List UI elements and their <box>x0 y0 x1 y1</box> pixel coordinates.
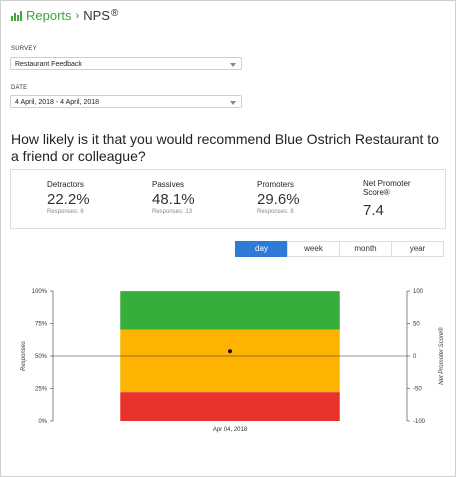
stats-panel: Detractors 22.2% Responses: 6 Passives 4… <box>10 169 446 229</box>
date-label: DATE <box>11 85 28 91</box>
y-axis-title: Responses <box>21 341 27 371</box>
bar-chart-icon <box>11 10 22 21</box>
y2-tick-label: -50 <box>413 387 422 393</box>
stat-detractors: Detractors 22.2% Responses: 6 <box>47 180 90 215</box>
chevron-down-icon <box>230 101 236 105</box>
stat-label: Net Promoter Score® <box>363 179 411 197</box>
period-day-button[interactable]: day <box>235 241 288 257</box>
survey-select-value: Restaurant Feedback <box>15 61 82 68</box>
nps-point <box>228 349 232 354</box>
stat-passives: Passives 48.1% Responses: 13 <box>152 180 195 215</box>
y2-tick-label: 100 <box>413 289 424 295</box>
x-tick-label: Apr 04, 2018 <box>213 427 248 433</box>
y-tick-label: 0% <box>38 419 47 425</box>
stat-label: Passives <box>152 180 185 189</box>
period-month-button[interactable]: month <box>339 241 392 257</box>
period-toggle: day week month year <box>235 241 444 257</box>
y2-axis-title: Net Promoter Score® <box>438 327 445 385</box>
page-title: NPS <box>83 8 110 23</box>
survey-question: How likely is it that you would recommen… <box>11 131 439 164</box>
y-tick-label: 75% <box>35 322 48 328</box>
stat-responses: Responses: 8 <box>257 209 294 215</box>
breadcrumb-reports-link[interactable]: Reports <box>26 8 72 23</box>
survey-label: SURVEY <box>11 46 37 52</box>
stat-promoters: Promoters 29.6% Responses: 8 <box>257 180 300 215</box>
period-week-button[interactable]: week <box>287 241 340 257</box>
stat-value: 7.4 <box>363 202 384 219</box>
bar-segment-passives <box>120 329 340 393</box>
stat-label: Promoters <box>257 180 294 189</box>
y-tick-label: 50% <box>35 354 48 360</box>
y-tick-label: 25% <box>35 387 48 393</box>
stat-value: 48.1% <box>152 191 195 208</box>
stat-value: 22.2% <box>47 191 90 208</box>
date-select[interactable]: 4 April, 2018 - 4 April, 2018 <box>10 95 242 108</box>
y2-tick-label: 0 <box>413 354 417 360</box>
y-tick-label: 100% <box>32 289 48 295</box>
stat-nps: Net Promoter Score® 7.4 <box>363 179 433 219</box>
y2-tick-label: -100 <box>413 419 426 425</box>
stat-label: Detractors <box>47 180 84 189</box>
stat-responses: Responses: 6 <box>47 209 84 215</box>
stat-responses: Responses: 13 <box>152 209 193 215</box>
bar-segment-promoters <box>120 291 340 330</box>
y2-tick-label: 50 <box>413 322 420 328</box>
stat-value: 29.6% <box>257 191 300 208</box>
nps-chart: 0% 25% 50% 75% 100% -100 -50 0 50 100 Apr 04, 2018… <box>21 289 445 433</box>
breadcrumb: Reports › NPS ® <box>11 8 118 23</box>
chevron-down-icon <box>230 63 236 67</box>
date-select-value: 4 April, 2018 - 4 April, 2018 <box>15 99 100 106</box>
registered-mark: ® <box>110 8 119 19</box>
period-year-button[interactable]: year <box>391 241 444 257</box>
breadcrumb-separator: › <box>75 9 80 22</box>
bar-segment-detractors <box>120 392 340 421</box>
survey-select[interactable]: Restaurant Feedback <box>10 57 242 70</box>
